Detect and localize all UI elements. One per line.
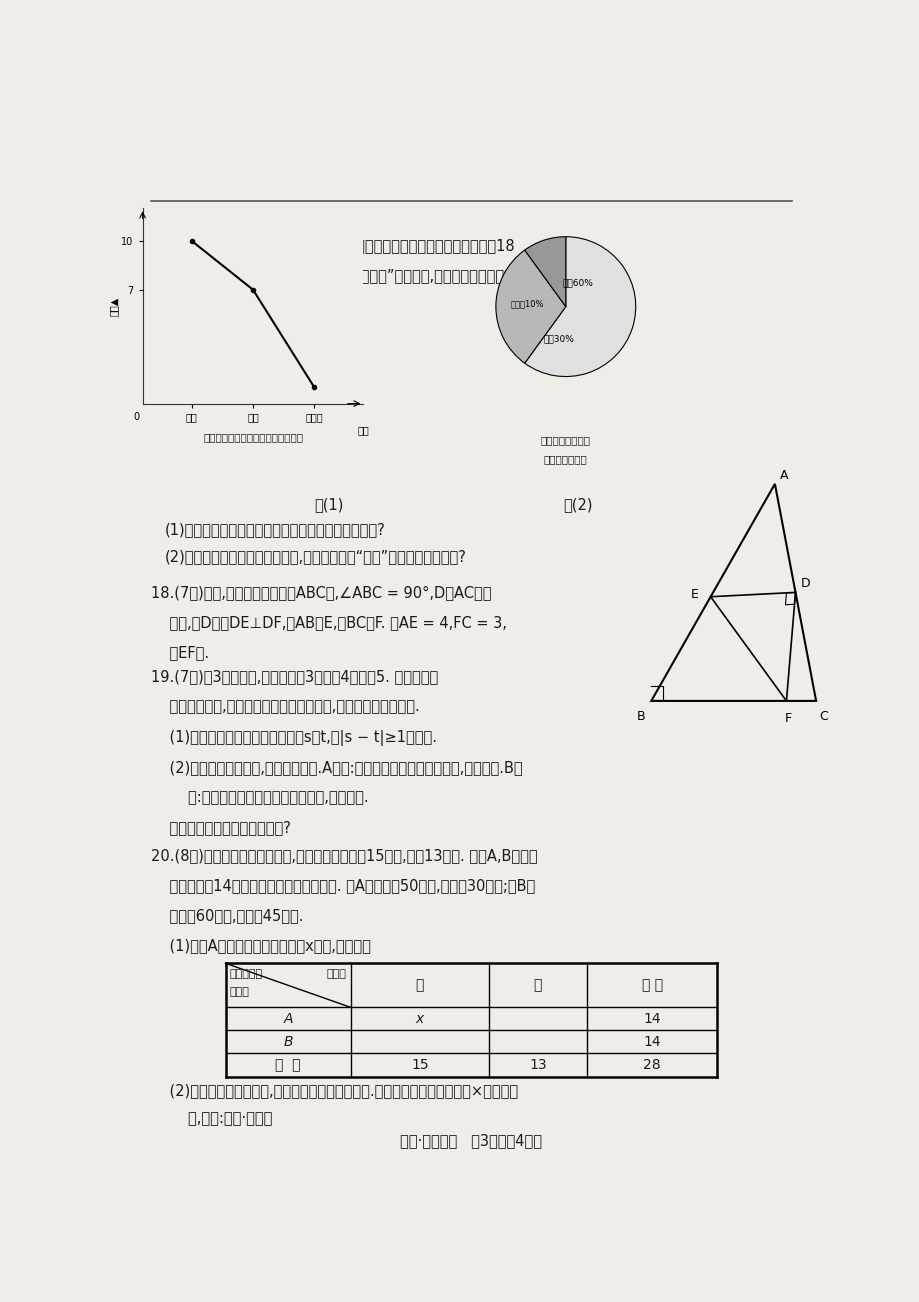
Text: 瓶进行检测,检测结果分成“优秀”、“合格”和“不合格”三个等级,数据处理后制成以下折: 瓶进行检测,检测结果分成“优秀”、“合格”和“不合格”三个等级,数据处理后制成以… — [151, 268, 521, 284]
Text: 甲: 甲 — [415, 978, 424, 992]
Text: 14: 14 — [642, 1012, 661, 1026]
Text: 0: 0 — [133, 411, 140, 422]
Text: A: A — [779, 469, 788, 482]
Text: B: B — [283, 1035, 292, 1049]
Text: E: E — [690, 589, 698, 602]
Text: B: B — [636, 710, 645, 723]
Text: 甲先択取一张,记下花色和数字后将牌放回,洗匀后乙再択取一张.: 甲先択取一张,记下花色和数字后将牌放回,洗匀后乙再択取一张. — [151, 699, 419, 715]
Text: 15: 15 — [411, 1059, 428, 1072]
Y-axis label: 瓶数▲: 瓶数▲ — [108, 297, 119, 315]
Wedge shape — [495, 250, 565, 363]
Text: 结果扇形分布图: 结果扇形分布图 — [543, 454, 587, 465]
Text: 28: 28 — [642, 1059, 661, 1072]
Text: 20.(8分)今年我省干旱灾情严重,甲地急需抗旱用汴15万吨,乙地13万吨. 现有A,B两水库: 20.(8分)今年我省干旱灾情严重,甲地急需抗旱用汴15万吨,乙地13万吨. 现… — [151, 848, 537, 863]
Text: 优秀60%: 优秀60% — [562, 279, 593, 288]
Text: 乙: 乙 — [533, 978, 541, 992]
Text: 13: 13 — [528, 1059, 546, 1072]
Text: (2)甲、乙两人做游戏,现有两种方案.A方案:若两次択得相同花色则甲胜,否则乙胜.B方: (2)甲、乙两人做游戏,现有两种方案.A方案:若两次択得相同花色则甲胜,否则乙胜… — [151, 760, 522, 775]
Text: (1)先后两次択得的数字分别记为s和t,求|s − t|≥1的概率.: (1)先后两次択得的数字分别记为s和t,求|s − t|≥1的概率. — [151, 729, 437, 746]
Text: 总  计: 总 计 — [275, 1059, 301, 1072]
Text: 等级: 等级 — [357, 424, 369, 435]
Text: A: A — [283, 1012, 292, 1026]
Text: 求EF长.: 求EF长. — [151, 646, 209, 660]
Text: 决定各调出14万吨水支援甲、乙两地抗旱. 今A地到甲地50千米,到乙地30千米;今B地: 决定各调出14万吨水支援甲、乙两地抗旱. 今A地到甲地50千米,到乙地30千米;… — [151, 878, 534, 893]
Text: 19.(7分)有3张扑克牌,分别是红桀3、红桀4和黑桀5. 把牌洗匀后: 19.(7分)有3张扑克牌,分别是红桀3、红桀4和黑桀5. 把牌洗匀后 — [151, 669, 437, 685]
Text: 到甲地60千米,到乙地45千米.: 到甲地60千米,到乙地45千米. — [151, 909, 303, 923]
Text: F: F — [784, 712, 790, 725]
Text: 合格30%: 合格30% — [543, 335, 573, 344]
Text: (2)在该超购买一瓶乙品牌食用油,请估计能买到“优秀”等级的概率是多少?: (2)在该超购买一瓶乙品牌食用油,请估计能买到“优秀”等级的概率是多少? — [165, 549, 466, 564]
Text: (1)设今A水库调往甲地的水量为x万吨,完成下表: (1)设今A水库调往甲地的水量为x万吨,完成下表 — [151, 939, 370, 953]
Text: 水量／万吨: 水量／万吨 — [230, 969, 263, 979]
Text: 两种品牌食用油检测结果折线统计图: 两种品牌食用油检测结果折线统计图 — [203, 432, 302, 443]
Wedge shape — [524, 237, 565, 306]
Text: 总 计: 总 计 — [641, 978, 663, 992]
Text: 17.(6分)为了加强食品安全管理,有关部门对某大型超市的甲、乙两种品牌食用油共抖18: 17.(6分)为了加强食品安全管理,有关部门对某大型超市的甲、乙两种品牌食用油共… — [151, 238, 515, 254]
Text: 案:若两次択得数字和为奇数则甲胜,否则乙胜.: 案:若两次択得数字和为奇数则甲胜,否则乙胜. — [151, 790, 368, 805]
Text: (2)请设计一个调运方案,使水的调运总量尽可能小.（调运量＝调运水的重量×调运的距: (2)请设计一个调运方案,使水的调运总量尽可能小.（调运量＝调运水的重量×调运的… — [151, 1083, 517, 1099]
Text: 调入地: 调入地 — [326, 969, 346, 979]
Text: 图(1): 图(1) — [314, 497, 343, 512]
Text: C: C — [819, 710, 827, 723]
Text: 甲种品牌食用检测: 甲种品牌食用检测 — [540, 435, 590, 445]
Text: 14: 14 — [642, 1035, 661, 1049]
Text: (1)甲、乙两种品牌食用油各被択取了多少瓶用于检测?: (1)甲、乙两种品牌食用油各被択取了多少瓶用于检测? — [165, 522, 385, 538]
Text: x: x — [415, 1012, 424, 1026]
Text: D: D — [800, 577, 810, 590]
Text: 黄冈·数学试题   第3页（共4页）: 黄冈·数学试题 第3页（共4页） — [400, 1133, 542, 1148]
Text: 中点,过D点作DE⊥DF,交AB于E,交BC于F. 若AE = 4,FC = 3,: 中点,过D点作DE⊥DF,交AB于E,交BC于F. 若AE = 4,FC = 3… — [151, 616, 506, 630]
Text: 18.(7分)如图,在等腾直角三角形ABC中,∠ABC = 90°,D为AC边上: 18.(7分)如图,在等腾直角三角形ABC中,∠ABC = 90°,D为AC边上 — [151, 586, 491, 600]
Text: 图(2): 图(2) — [563, 497, 593, 512]
Text: 调出地: 调出地 — [230, 987, 249, 997]
Text: 离,单位:万吨·千米）: 离,单位:万吨·千米） — [151, 1111, 272, 1126]
Text: 线统计图和扇形统计图.: 线统计图和扇形统计图. — [151, 298, 261, 314]
Text: 请问甲选择哪种方案胜率更高?: 请问甲选择哪种方案胜率更高? — [151, 820, 290, 835]
Wedge shape — [524, 237, 635, 376]
Text: 不合格10%: 不合格10% — [510, 299, 543, 309]
